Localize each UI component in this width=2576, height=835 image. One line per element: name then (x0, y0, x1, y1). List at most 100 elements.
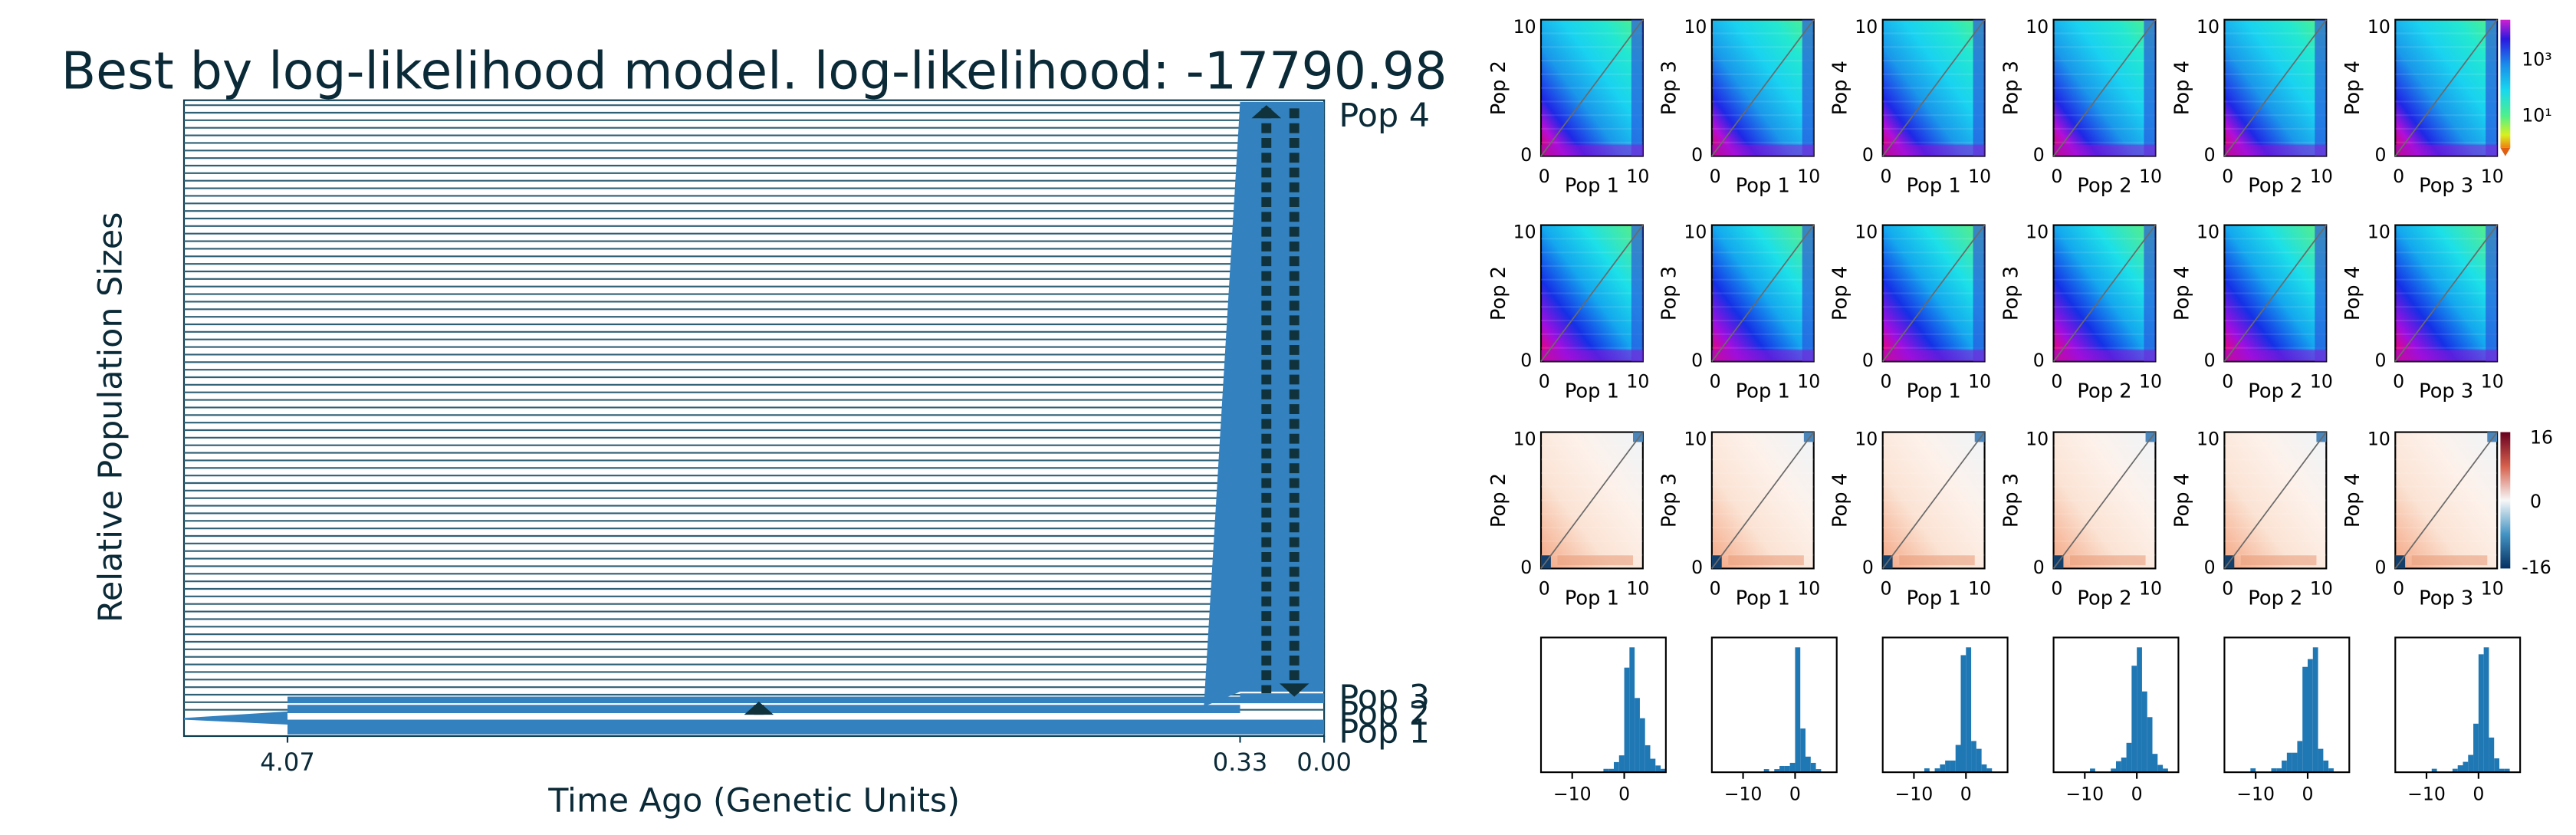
sfs-edge-row (1540, 144, 1643, 156)
y-tick-label: 10 (2196, 16, 2220, 38)
population-label: Pop 2 (1339, 695, 1430, 733)
y-tick-label: 10 (2026, 222, 2049, 243)
y-tick-label: 0 (1520, 144, 1532, 166)
histogram-bar (1950, 760, 1956, 773)
x-tick-label: 0 (2393, 578, 2404, 600)
y-tick-label: 0 (2204, 350, 2216, 371)
histogram-bar (1810, 762, 1816, 773)
histogram-x-tick-label: −10 (1724, 784, 1763, 805)
histogram-bar (1614, 761, 1619, 773)
y-axis-label: Relative Population Sizes (92, 212, 130, 623)
x-axis-label: Pop 2 (2077, 587, 2131, 610)
histogram-bar (2292, 752, 2298, 773)
colorbar-tick-label: 0 (2530, 491, 2542, 512)
x-tick-label: 0 (2051, 578, 2062, 600)
sfs-edge-column (1973, 225, 1985, 362)
x-axis-label: Pop 3 (2419, 587, 2473, 610)
x-axis-label: Pop 1 (1736, 380, 1790, 403)
y-tick-label: 10 (1855, 429, 1878, 450)
y-tick-label: 10 (1684, 222, 1707, 243)
sfs-edge-column (1802, 225, 1814, 362)
sfs-edge-row (1711, 350, 1814, 362)
x-tick-label: 0 (2222, 371, 2233, 393)
residual-bottom-band (2240, 555, 2317, 566)
x-tick-label: 10 (2139, 166, 2162, 187)
histogram-bar (2282, 760, 2287, 773)
histogram-frame (1881, 636, 2009, 774)
x-axis-label: Pop 1 (1565, 587, 1619, 610)
sfs-diagonal (1711, 19, 1815, 157)
x-tick-label: 0.33 (1213, 748, 1268, 777)
histogram-bar (1789, 762, 1796, 773)
x-tick-label: 10 (2310, 371, 2333, 393)
colorbar-tick-label: -16 (2522, 557, 2551, 578)
migration-arrowhead (744, 702, 774, 715)
y-tick-label: 10 (2026, 16, 2049, 38)
sfs-diagonal (2394, 19, 2498, 157)
histogram-bar (1806, 756, 1811, 773)
histogram-bar (2137, 647, 2142, 773)
x-axis-label: Pop 2 (2248, 587, 2302, 610)
y-axis-label: Pop 2 (1487, 266, 1510, 321)
y-tick-label: 0 (1691, 557, 1703, 578)
x-axis-label: Pop 1 (1736, 587, 1790, 610)
histogram-frame (2394, 636, 2522, 774)
y-axis-label: Pop 4 (2341, 61, 2364, 115)
histogram-bar (2468, 754, 2474, 773)
x-tick-label: 10 (2481, 578, 2504, 600)
histogram-bar (1976, 748, 1982, 773)
histogram-bar (2116, 761, 2121, 773)
histogram-bar (2302, 666, 2308, 773)
histogram-bar (2318, 748, 2324, 773)
x-tick-label: 0.00 (1296, 748, 1352, 777)
y-axis-label: Pop 4 (2170, 266, 2193, 321)
ancestral-population (184, 711, 288, 725)
sfs-diagonal (2223, 432, 2327, 569)
residual-bottom-band (2411, 555, 2488, 566)
x-tick-label: 0 (1710, 166, 1721, 187)
sfs-edge-row (1711, 144, 1814, 156)
histogram-bar (2489, 737, 2495, 773)
pop-3-band (1240, 693, 1325, 700)
histogram-bar (1800, 728, 1806, 773)
histogram-bar (2111, 768, 2116, 773)
x-tick-label: 10 (1626, 166, 1649, 187)
sfs-diagonal (1882, 225, 1986, 362)
histogram-bar (1639, 718, 1645, 773)
x-tick-label: 0 (1539, 578, 1550, 600)
histogram-x-tick-label: 0 (2302, 784, 2313, 805)
y-axis-label: Pop 2 (1487, 473, 1510, 528)
x-axis-label: Pop 2 (2248, 175, 2302, 198)
histogram-x-tick-label: 0 (2472, 784, 2484, 805)
sfs-diagonal (1540, 225, 1644, 362)
x-tick-label: 10 (2139, 578, 2162, 600)
histogram-bar (1774, 769, 1780, 773)
sfs-edge-row (2395, 350, 2498, 362)
x-tick-label: 0 (1539, 371, 1550, 393)
x-axis-label: Pop 1 (1907, 380, 1961, 403)
residual-bottom-band (1899, 555, 1975, 566)
histogram-bar (1981, 764, 1987, 773)
y-axis-label: Pop 3 (1658, 473, 1681, 528)
x-axis-label: Pop 2 (2077, 175, 2131, 198)
y-tick-label: 0 (2375, 144, 2387, 166)
x-tick-label: 0 (2051, 166, 2062, 187)
x-tick-label: 0 (2393, 371, 2404, 393)
histogram-x-tick-label: −10 (2065, 784, 2104, 805)
histogram-bar (2250, 768, 2256, 773)
histogram-bar (2147, 717, 2153, 773)
histogram-frame (1539, 636, 1667, 774)
histogram-bar (2473, 723, 2479, 773)
y-axis-label: Pop 4 (2170, 61, 2193, 115)
y-tick-label: 0 (1520, 350, 1532, 371)
y-tick-label: 10 (1855, 222, 1878, 243)
sfs-edge-row (1882, 144, 1985, 156)
colorbar-sfs (2500, 19, 2511, 148)
size-lines (183, 104, 1325, 711)
x-axis-label: Pop 1 (1565, 380, 1619, 403)
y-tick-label: 0 (2033, 557, 2045, 578)
histogram-bar (1795, 647, 1801, 773)
y-axis-label: Pop 3 (1999, 61, 2022, 115)
pop-2-band (288, 696, 1325, 704)
